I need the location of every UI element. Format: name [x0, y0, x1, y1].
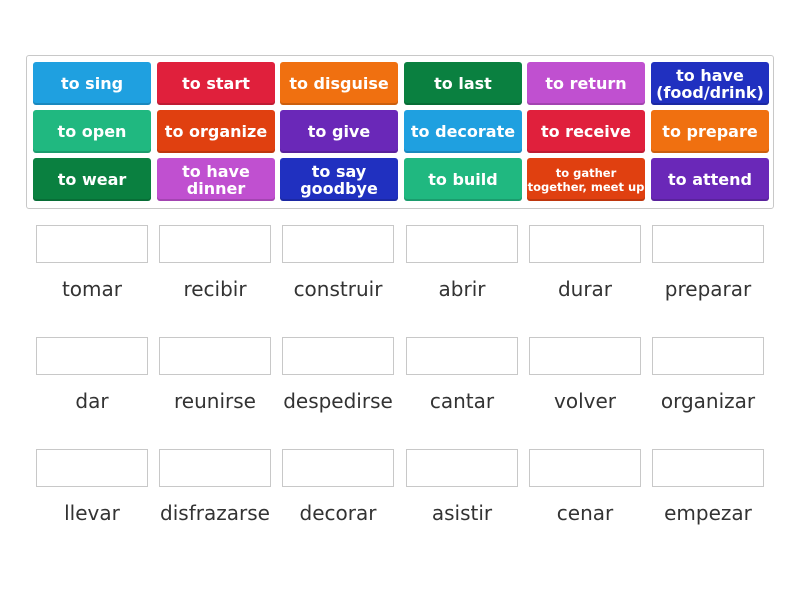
answer-tile[interactable]: to wear	[33, 158, 151, 201]
drop-box[interactable]	[652, 337, 764, 375]
target-word: asistir	[431, 501, 493, 525]
drop-box[interactable]	[652, 225, 764, 263]
answer-tile[interactable]: to return	[527, 62, 645, 105]
target-word: tomar	[61, 277, 123, 301]
target-word: disfrazarse	[160, 501, 270, 525]
answer-tile[interactable]: to sing	[33, 62, 151, 105]
answer-tile[interactable]: to build	[404, 158, 522, 201]
target-word: recibir	[183, 277, 247, 301]
drop-box[interactable]	[529, 225, 641, 263]
answer-tile[interactable]: to prepare	[651, 110, 769, 153]
drop-box[interactable]	[159, 337, 271, 375]
target-word: cantar	[429, 389, 495, 413]
target-word: llevar	[64, 501, 120, 525]
answer-tile[interactable]: to disguise	[280, 62, 398, 105]
answer-tile[interactable]: to receive	[527, 110, 645, 153]
answer-tile[interactable]: to decorate	[404, 110, 522, 153]
answer-tile[interactable]: to gather together, meet up	[527, 158, 645, 201]
drop-box[interactable]	[529, 449, 641, 487]
answer-tiles-panel: to sing to start to disguise to last to retu…	[26, 55, 774, 209]
answer-tile[interactable]: to give	[280, 110, 398, 153]
answer-tile[interactable]: to organize	[157, 110, 275, 153]
answer-tile[interactable]: to say goodbye	[280, 158, 398, 201]
drop-box[interactable]	[652, 449, 764, 487]
answer-tile[interactable]: to last	[404, 62, 522, 105]
drop-box[interactable]	[159, 449, 271, 487]
drop-box[interactable]	[282, 449, 394, 487]
drop-box[interactable]	[36, 337, 148, 375]
answer-tile[interactable]: to open	[33, 110, 151, 153]
drop-box[interactable]	[36, 225, 148, 263]
target-word: abrir	[438, 277, 486, 301]
target-word: organizar	[660, 389, 756, 413]
answer-tile[interactable]: to have (food/drink)	[651, 62, 769, 105]
drop-box[interactable]	[36, 449, 148, 487]
target-word: volver	[554, 389, 616, 413]
target-word: cenar	[556, 501, 614, 525]
drop-box[interactable]	[529, 337, 641, 375]
target-word: construir	[293, 277, 383, 301]
drop-box[interactable]	[406, 337, 518, 375]
answer-tile[interactable]: to start	[157, 62, 275, 105]
target-word: decorar	[299, 501, 377, 525]
target-word: preparar	[664, 277, 752, 301]
drop-box[interactable]	[282, 225, 394, 263]
answer-tile[interactable]: to attend	[651, 158, 769, 201]
drop-box[interactable]	[159, 225, 271, 263]
target-word: durar	[557, 277, 613, 301]
target-word: dar	[75, 389, 109, 413]
target-word: despedirse	[283, 389, 393, 413]
drop-box[interactable]	[282, 337, 394, 375]
drop-box[interactable]	[406, 449, 518, 487]
target-word: empezar	[664, 501, 752, 525]
target-word: reunirse	[174, 389, 256, 413]
answer-tile[interactable]: to have dinner	[157, 158, 275, 201]
drop-box[interactable]	[406, 225, 518, 263]
